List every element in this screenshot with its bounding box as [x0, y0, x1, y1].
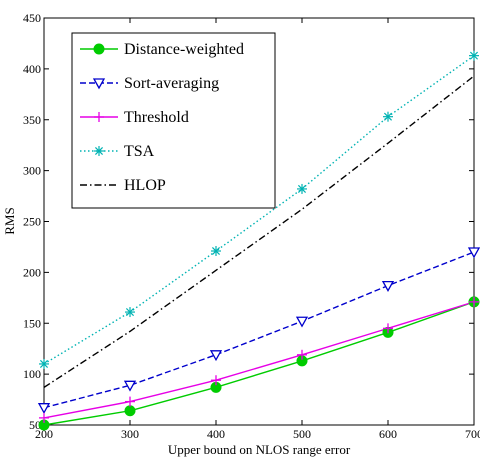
series-line-4	[43, 75, 475, 388]
legend-label-1: Sort-averaging	[124, 75, 219, 92]
x-tick-label: 300	[121, 427, 139, 441]
data-point-2-5	[469, 296, 479, 307]
x-tick-label: 200	[35, 427, 53, 441]
y-tick-label: 400	[23, 62, 41, 76]
y-tick-label: 100	[23, 367, 41, 381]
x-axis-label: Upper bound on NLOS range error	[168, 442, 351, 457]
y-tick-label: 200	[23, 265, 41, 279]
data-point-2-2	[211, 375, 221, 386]
data-point-2-1	[125, 396, 135, 407]
data-point-3-5	[469, 50, 479, 61]
data-point-3-0	[39, 358, 49, 369]
data-point-3-0-d2	[39, 359, 49, 368]
data-point-3-4	[383, 111, 393, 122]
x-tick-label: 400	[207, 427, 225, 441]
series-lines	[43, 55, 475, 426]
legend-marker-3	[94, 146, 104, 156]
data-point-1-1	[123, 380, 137, 392]
data-point-1-4	[381, 280, 395, 292]
data-point-3-1	[125, 307, 135, 318]
data-point-3-1-d2	[125, 308, 135, 317]
data-point-3-2-d2	[211, 246, 221, 256]
y-tick-label: 450	[23, 11, 41, 25]
data-point-3-5-d2	[469, 51, 479, 60]
legend-label-0: Distance-weighted	[124, 41, 244, 58]
axis-ticks: 200 300 400 500 600 700 50 100 150 200 250 300 350 40…	[23, 11, 480, 441]
legend: Distance-weighted Sort-averaging Threshold…	[71, 32, 276, 209]
data-point-2-0	[39, 412, 49, 423]
legend-box	[71, 32, 276, 209]
legend-label-3: TSA	[124, 143, 155, 160]
data-point-2-4	[383, 323, 393, 334]
data-point-0-1	[124, 405, 136, 417]
y-tick-label: 250	[23, 215, 41, 229]
legend-marker-1	[92, 78, 106, 90]
legend-label-4: HLOP	[124, 177, 166, 194]
data-point-3-2	[211, 246, 221, 257]
data-point-1-2	[209, 350, 223, 362]
legend-marker-2	[94, 112, 104, 122]
legend-label-2: Threshold	[124, 109, 189, 126]
data-point-2-3	[297, 349, 307, 360]
data-point-3-4-d2	[383, 112, 393, 121]
y-tick-label: 300	[23, 164, 41, 178]
x-tick-label: 500	[293, 427, 311, 441]
data-point-3-3-d2	[297, 184, 307, 193]
y-tick-label: 50	[29, 418, 41, 432]
series-line-0	[43, 301, 475, 426]
data-point-1-5	[467, 247, 480, 259]
y-tick-label: 350	[23, 113, 41, 127]
data-point-1-3	[295, 316, 309, 328]
legend-marker-0	[93, 43, 105, 55]
data-point-1-0	[37, 403, 51, 415]
y-axis-label: RMS	[2, 207, 17, 234]
x-tick-label: 700	[465, 427, 480, 441]
series-markers	[37, 50, 480, 431]
y-tick-label: 150	[23, 316, 41, 330]
data-point-3-3	[297, 183, 307, 194]
legend-marker-3-d2	[94, 146, 104, 156]
series-line-1	[43, 251, 475, 409]
x-tick-label: 600	[379, 427, 397, 441]
series-line-2	[43, 301, 475, 419]
